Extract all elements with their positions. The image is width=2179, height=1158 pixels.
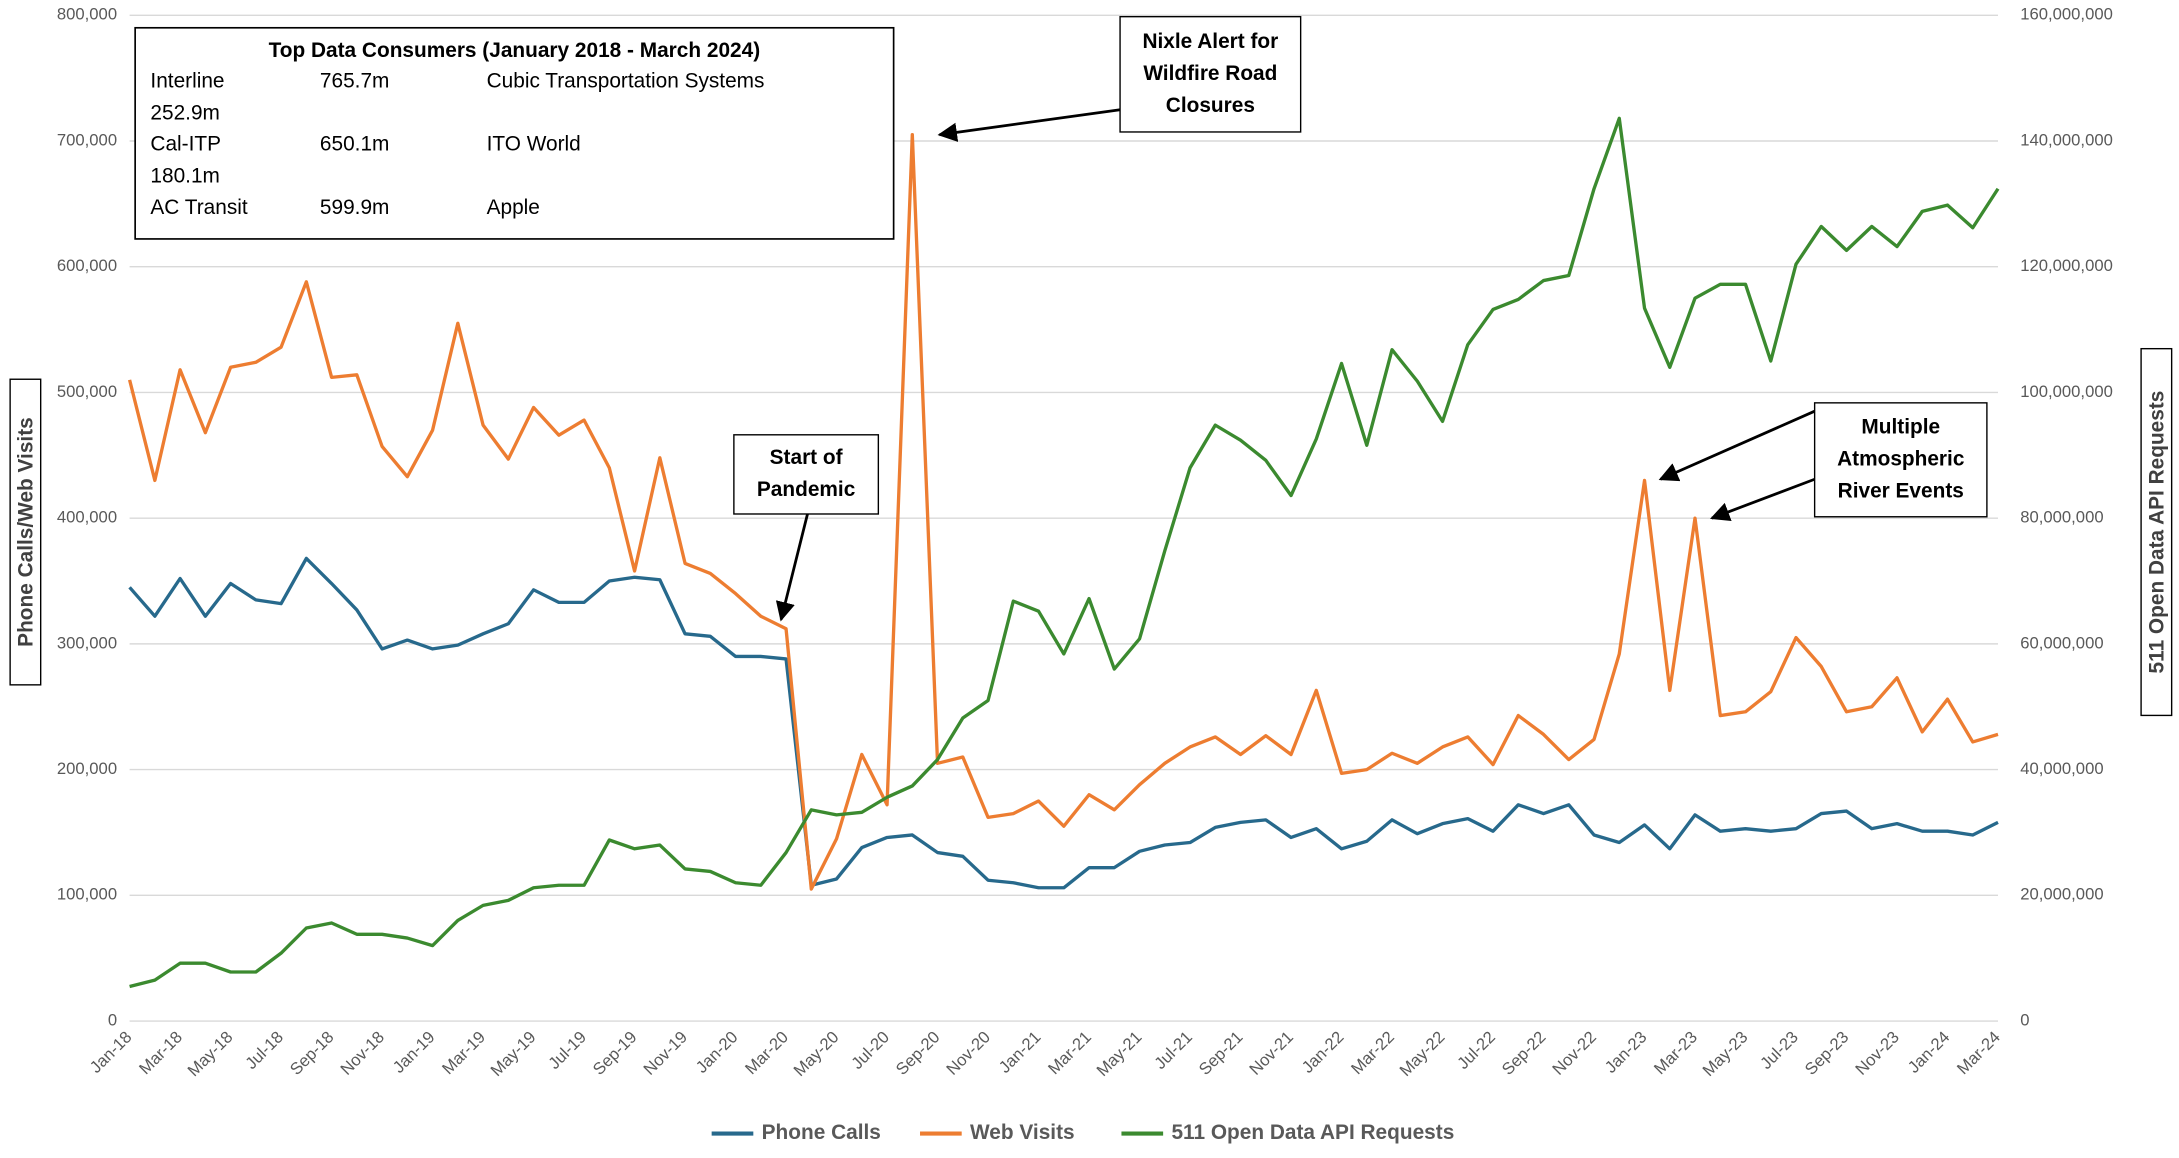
x-tick-label: Jan-18 — [86, 1027, 135, 1076]
x-tick-label: Jan-21 — [995, 1027, 1044, 1076]
annotation-text: Nixle Alert for — [1142, 30, 1278, 53]
legend-label: Web Visits — [970, 1121, 1075, 1144]
annotation-arrow — [775, 513, 809, 622]
x-tick-label: May-23 — [1699, 1027, 1752, 1080]
x-tick-label: Nov-23 — [1852, 1027, 1903, 1078]
series-line — [128, 556, 1999, 890]
info-cell: 252.9m — [150, 101, 219, 124]
x-tick-label: Jul-21 — [1150, 1027, 1196, 1073]
annotation-text: Closures — [1166, 94, 1255, 117]
x-tick-label: May-19 — [487, 1027, 540, 1080]
x-tick-label: Jan-23 — [1601, 1027, 1650, 1076]
annotation-text: Start of — [770, 446, 843, 469]
y-tick-label: 100,000 — [57, 885, 117, 904]
x-tick-label: Jan-22 — [1298, 1027, 1347, 1076]
x-tick-label: Mar-24 — [1953, 1027, 2004, 1078]
series-line — [127, 133, 1999, 891]
info-cell: ITO World — [487, 133, 581, 156]
annotation-text: Pandemic — [757, 478, 855, 501]
x-tick-label: Jul-20 — [847, 1027, 893, 1073]
info-cell: Cal-ITP — [150, 133, 221, 156]
x-tick-label: Jul-18 — [242, 1027, 288, 1073]
info-box — [134, 26, 895, 240]
annotation-box — [1813, 402, 1988, 518]
info-cell: Apple — [487, 196, 540, 219]
y-axis-title: Phone Calls/Web Visits — [9, 378, 42, 686]
x-tick-label: May-20 — [790, 1027, 843, 1080]
x-tick-label: Nov-18 — [337, 1027, 388, 1078]
x-tick-label: Sep-21 — [1195, 1027, 1246, 1078]
y-tick-label: 300,000 — [57, 633, 117, 652]
x-tick-label: Mar-19 — [438, 1027, 489, 1078]
y2-tick-label: 140,000,000 — [2020, 130, 2113, 149]
x-tick-label: Sep-19 — [589, 1027, 640, 1078]
y2-axis-title-box — [2140, 347, 2173, 717]
x-tick-label: Sep-22 — [1498, 1027, 1549, 1078]
x-tick-label: Nov-21 — [1246, 1027, 1297, 1078]
x-tick-label: Jan-20 — [692, 1027, 741, 1076]
info-cell: 650.1m — [320, 133, 389, 156]
x-tick-label: Nov-22 — [1549, 1027, 1600, 1078]
y2-tick-label: 20,000,000 — [2020, 885, 2103, 904]
info-cell: Cubic Transportation Systems — [487, 69, 765, 92]
info-cell: 599.9m — [320, 196, 389, 219]
annotation-text: Multiple — [1861, 415, 1940, 438]
legend-label: 511 Open Data API Requests — [1171, 1121, 1454, 1144]
y-tick-label: 400,000 — [57, 508, 117, 527]
x-tick-label: Sep-23 — [1801, 1027, 1852, 1078]
x-tick-label: Jul-22 — [1453, 1027, 1499, 1073]
info-cell: 180.1m — [150, 165, 219, 188]
x-tick-label: May-21 — [1093, 1027, 1146, 1080]
y-tick-label: 500,000 — [57, 382, 117, 401]
x-tick-label: Nov-19 — [640, 1027, 691, 1078]
annotation-box — [733, 434, 880, 515]
x-tick-label: Mar-18 — [135, 1027, 186, 1078]
x-tick-label: Jul-23 — [1756, 1027, 1802, 1073]
annotation-arrow — [1710, 477, 1816, 522]
y2-tick-label: 100,000,000 — [2020, 382, 2113, 401]
y-tick-label: 800,000 — [57, 5, 117, 24]
x-tick-label: May-18 — [184, 1027, 237, 1080]
x-tick-label: Nov-20 — [943, 1027, 994, 1078]
x-tick-label: Mar-21 — [1044, 1027, 1095, 1078]
y2-tick-label: 160,000,000 — [2020, 5, 2113, 24]
y-tick-label: 600,000 — [57, 256, 117, 275]
x-tick-label: Jul-19 — [544, 1027, 590, 1073]
y-axis-title-box — [9, 378, 42, 686]
y2-tick-label: 120,000,000 — [2020, 256, 2113, 275]
annotation-text: River Events — [1838, 479, 1964, 502]
x-tick-label: Sep-20 — [892, 1027, 943, 1078]
annotation-arrow — [937, 108, 1121, 142]
info-title: Top Data Consumers (January 2018 - March… — [269, 39, 761, 62]
x-tick-label: Jan-24 — [1904, 1027, 1953, 1076]
y-tick-label: 700,000 — [57, 130, 117, 149]
y-tick-label: 200,000 — [57, 759, 117, 778]
y2-axis-title: 511 Open Data API Requests — [2140, 347, 2173, 717]
y2-tick-label: 40,000,000 — [2020, 759, 2103, 778]
annotation-arrow — [1658, 409, 1816, 482]
y-tick-label: 0 — [108, 1010, 117, 1029]
y-axis-title-text: Phone Calls/Web Visits — [14, 417, 37, 647]
y2-tick-label: 80,000,000 — [2020, 508, 2103, 527]
x-tick-label: Sep-18 — [286, 1027, 337, 1078]
legend-label: Phone Calls — [762, 1121, 881, 1144]
x-tick-label: Mar-22 — [1347, 1027, 1398, 1078]
x-tick-label: Mar-20 — [741, 1027, 792, 1078]
x-tick-label: Jan-19 — [389, 1027, 438, 1076]
x-tick-label: May-22 — [1396, 1027, 1449, 1080]
y2-tick-label: 0 — [2020, 1010, 2029, 1029]
info-cell: 765.7m — [320, 69, 389, 92]
annotation-text: Atmospheric — [1837, 447, 1964, 470]
series-line — [129, 116, 2000, 989]
x-tick-label: Mar-23 — [1650, 1027, 1701, 1078]
annotation-text: Wildfire Road — [1143, 62, 1277, 85]
info-cell: AC Transit — [150, 196, 247, 219]
info-cell: Interline — [150, 69, 224, 92]
annotation-box — [1119, 15, 1302, 133]
y2-tick-label: 60,000,000 — [2020, 633, 2103, 652]
y2-axis-title-text: 511 Open Data API Requests — [2145, 391, 2168, 674]
